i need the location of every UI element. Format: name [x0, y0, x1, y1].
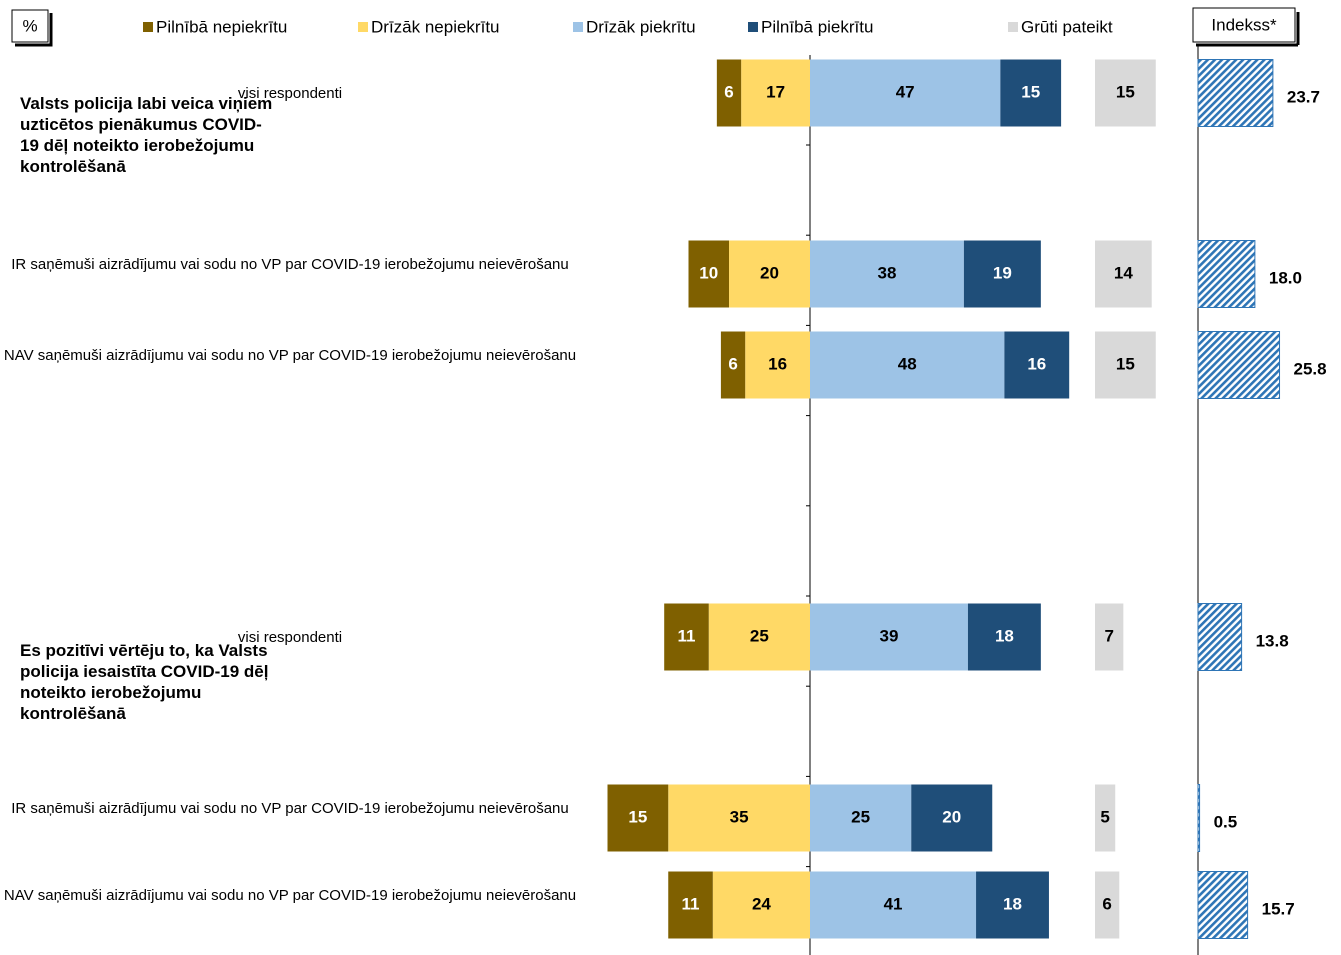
- value-label: 6: [724, 82, 733, 101]
- category-label: visi respondenti: [237, 629, 343, 646]
- bar-segment: [911, 784, 993, 852]
- value-label: 6: [728, 354, 737, 373]
- value-label: 6: [1102, 894, 1111, 913]
- value-label: 15: [628, 807, 647, 826]
- bar-segment: [1095, 331, 1156, 399]
- unit-box-shadow: [13, 11, 53, 47]
- bar-segment: [716, 59, 742, 127]
- index-bar: [1197, 59, 1274, 127]
- bar-segment: [1004, 331, 1070, 399]
- legend-label: Pilnībā piekrītu: [761, 17, 873, 36]
- bar-segment: [1095, 603, 1124, 671]
- value-label: 25: [750, 626, 769, 645]
- value-label: 38: [877, 263, 896, 282]
- value-label: 24: [752, 894, 771, 913]
- bar-segment: [729, 240, 810, 308]
- bar-segment: [745, 331, 810, 399]
- value-label: 15: [1116, 82, 1135, 101]
- value-label: 20: [942, 807, 961, 826]
- bar-segment: [810, 784, 912, 852]
- bar-segment: [1095, 784, 1116, 852]
- legend-label: Drīzāk piekrītu: [586, 17, 696, 36]
- group-title: Es pozitīvi vērtēju to, ka Valsts polici…: [20, 641, 269, 723]
- bar-segment: [810, 603, 968, 671]
- index-title: Indekss*: [1211, 15, 1277, 34]
- group-title: Valsts policija labi veica viņiem uzticē…: [20, 94, 273, 176]
- unit-label: %: [22, 16, 37, 35]
- index-bar: [1197, 331, 1281, 399]
- bar-segment: [1095, 871, 1120, 939]
- value-label: 19: [993, 263, 1012, 282]
- index-label: 13.8: [1256, 631, 1289, 650]
- index-bar: [1197, 871, 1249, 939]
- value-label: 17: [766, 82, 785, 101]
- index-label: 15.7: [1262, 899, 1295, 918]
- value-label: 35: [730, 807, 749, 826]
- bar-segment: [976, 871, 1049, 939]
- category-label: visi respondenti: [237, 85, 343, 102]
- category-label: NAV saņēmuši aizrādījumu vai sodu no VP …: [3, 887, 577, 904]
- value-label: 16: [1027, 354, 1046, 373]
- value-label: 39: [880, 626, 899, 645]
- legend-swatch: [143, 22, 153, 32]
- index-bar: [1197, 603, 1243, 671]
- bar-segment: [1000, 59, 1062, 127]
- bar-segment: [688, 240, 729, 308]
- bar-segment: [963, 240, 1041, 308]
- bar-segment: [1095, 59, 1156, 127]
- bar-segment: [607, 784, 669, 852]
- value-label: 41: [884, 894, 903, 913]
- legend-label: Drīzāk nepiekrītu: [371, 17, 500, 36]
- value-label: 48: [898, 354, 917, 373]
- bar-segment: [967, 603, 1041, 671]
- value-label: 16: [768, 354, 787, 373]
- unit-box: [11, 9, 49, 43]
- bar-segment: [668, 784, 810, 852]
- value-label: 7: [1104, 626, 1113, 645]
- index-label: 0.5: [1214, 812, 1238, 831]
- legend-swatch: [573, 22, 583, 32]
- value-label: 18: [1003, 894, 1022, 913]
- index-label: 25.8: [1294, 359, 1327, 378]
- value-label: 15: [1021, 82, 1040, 101]
- index-label: 18.0: [1269, 268, 1302, 287]
- value-label: 25: [851, 807, 870, 826]
- bar-segment: [741, 59, 810, 127]
- value-label: 11: [682, 894, 700, 913]
- legend-swatch: [358, 22, 368, 32]
- category-label: IR saņēmuši aizrādījumu vai sodu no VP p…: [11, 256, 569, 273]
- value-label: 20: [760, 263, 779, 282]
- bar-segment: [810, 240, 964, 308]
- legend-swatch: [748, 22, 758, 32]
- bar-segment: [810, 59, 1001, 127]
- category-label: NAV saņēmuši aizrādījumu vai sodu no VP …: [3, 347, 577, 364]
- legend-label: Pilnībā nepiekrītu: [156, 17, 287, 36]
- bar-segment: [708, 603, 810, 671]
- value-label: 15: [1116, 354, 1135, 373]
- bar-segment: [810, 871, 977, 939]
- value-label: 10: [699, 263, 718, 282]
- bar-segment: [810, 331, 1005, 399]
- index-box: [1192, 7, 1296, 43]
- bar-segment: [712, 871, 810, 939]
- bar-segment: [720, 331, 746, 399]
- bar-segment: [664, 603, 709, 671]
- value-label: 14: [1114, 263, 1133, 282]
- value-label: 47: [896, 82, 915, 101]
- index-bar: [1197, 784, 1201, 852]
- value-label: 11: [677, 626, 695, 645]
- legend-swatch: [1008, 22, 1018, 32]
- value-label: 5: [1100, 807, 1109, 826]
- category-label: IR saņēmuši aizrādījumu vai sodu no VP p…: [11, 800, 569, 817]
- legend-label: Grūti pateikt: [1021, 17, 1113, 36]
- value-label: 18: [995, 626, 1014, 645]
- index-label: 23.7: [1287, 87, 1320, 106]
- bar-segment: [668, 871, 713, 939]
- index-bar: [1197, 240, 1256, 308]
- bar-segment: [1095, 240, 1152, 308]
